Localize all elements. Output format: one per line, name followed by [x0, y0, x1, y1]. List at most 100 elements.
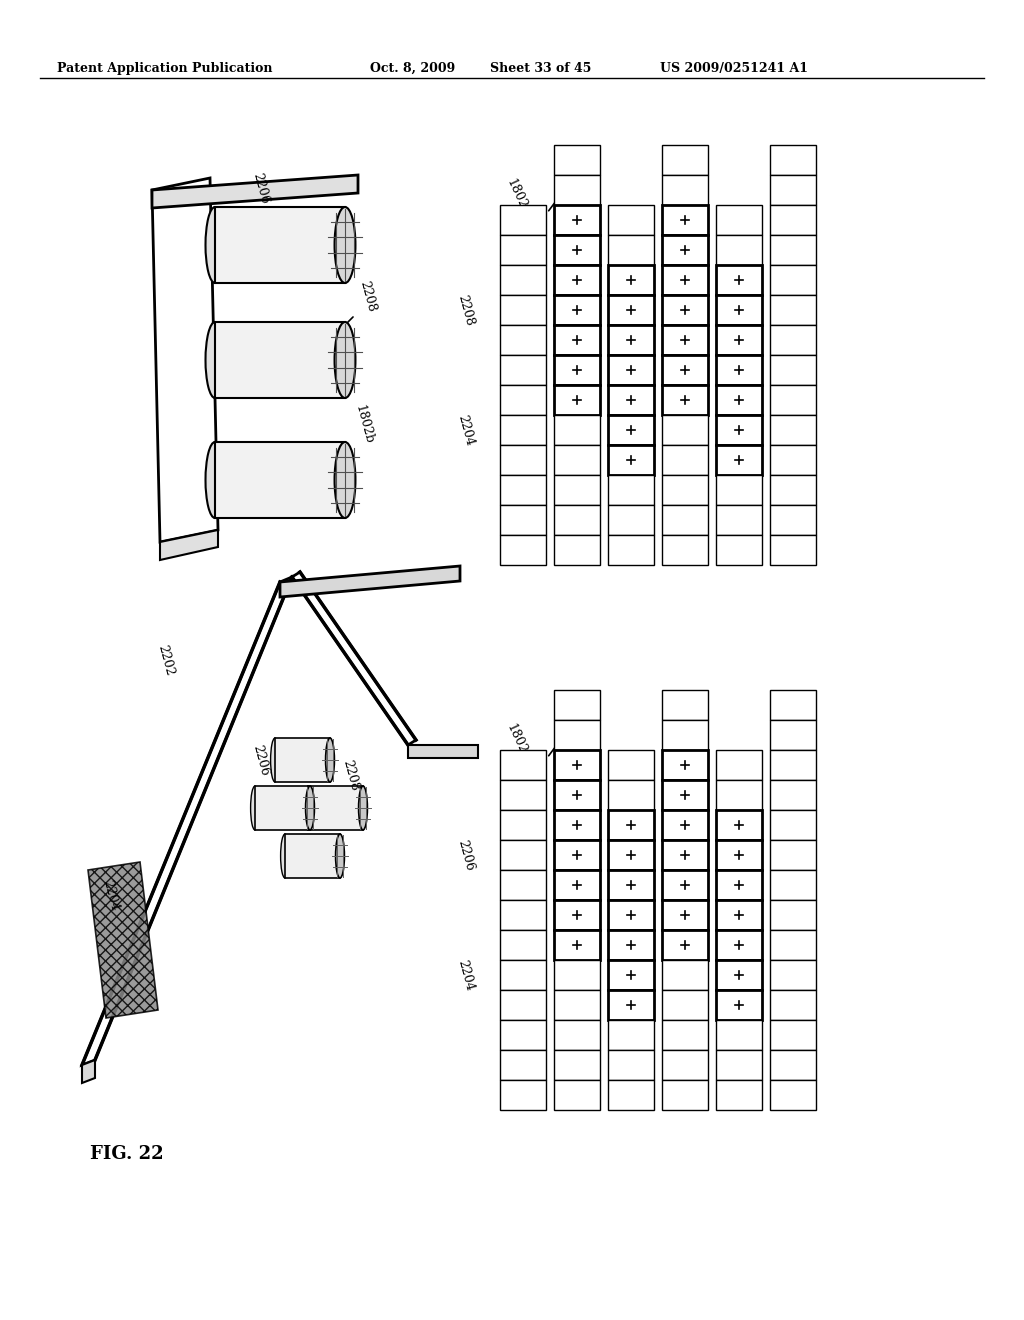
Text: Patent Application Publication: Patent Application Publication: [57, 62, 272, 75]
Bar: [554, 445, 600, 475]
Bar: [716, 750, 762, 780]
Polygon shape: [82, 1060, 95, 1082]
Bar: [554, 750, 600, 780]
Bar: [770, 900, 816, 931]
Bar: [770, 385, 816, 414]
Ellipse shape: [326, 738, 335, 781]
Bar: [770, 145, 816, 176]
Bar: [716, 840, 762, 870]
Bar: [716, 1049, 762, 1080]
Bar: [608, 990, 654, 1020]
Bar: [608, 235, 654, 265]
Text: 1802a: 1802a: [504, 177, 532, 218]
Bar: [770, 690, 816, 719]
Bar: [608, 355, 654, 385]
Ellipse shape: [358, 785, 368, 830]
Bar: [500, 445, 546, 475]
Bar: [716, 265, 762, 294]
Bar: [770, 506, 816, 535]
Bar: [770, 719, 816, 750]
Bar: [662, 931, 708, 960]
Bar: [608, 900, 654, 931]
Bar: [662, 325, 708, 355]
Bar: [500, 840, 546, 870]
Bar: [554, 475, 600, 506]
Polygon shape: [408, 744, 478, 758]
Bar: [770, 176, 816, 205]
Bar: [770, 235, 816, 265]
Bar: [500, 870, 546, 900]
Text: 2204: 2204: [455, 413, 476, 447]
Polygon shape: [292, 572, 416, 744]
Bar: [770, 414, 816, 445]
Bar: [662, 810, 708, 840]
Bar: [716, 205, 762, 235]
Bar: [770, 1080, 816, 1110]
Ellipse shape: [336, 834, 344, 878]
Ellipse shape: [335, 442, 355, 517]
Bar: [608, 506, 654, 535]
Bar: [716, 780, 762, 810]
Bar: [770, 990, 816, 1020]
Bar: [554, 325, 600, 355]
Ellipse shape: [251, 785, 259, 830]
Polygon shape: [88, 862, 158, 1018]
Bar: [554, 690, 600, 719]
Bar: [662, 1049, 708, 1080]
Polygon shape: [82, 577, 292, 1065]
Bar: [608, 1020, 654, 1049]
Bar: [554, 1049, 600, 1080]
Bar: [662, 900, 708, 931]
Bar: [662, 205, 708, 235]
Bar: [500, 990, 546, 1020]
Bar: [500, 414, 546, 445]
Bar: [500, 294, 546, 325]
Text: 2206: 2206: [250, 743, 270, 777]
Bar: [554, 176, 600, 205]
Bar: [608, 265, 654, 294]
Bar: [554, 960, 600, 990]
Bar: [500, 1080, 546, 1110]
Bar: [662, 535, 708, 565]
Bar: [255, 785, 310, 830]
Bar: [716, 294, 762, 325]
Bar: [500, 265, 546, 294]
Bar: [554, 535, 600, 565]
Bar: [716, 1080, 762, 1110]
Bar: [500, 385, 546, 414]
Text: 2208: 2208: [455, 293, 476, 327]
Bar: [716, 325, 762, 355]
Bar: [770, 445, 816, 475]
Bar: [554, 900, 600, 931]
Bar: [608, 1049, 654, 1080]
Bar: [770, 750, 816, 780]
Polygon shape: [280, 566, 460, 597]
Bar: [770, 870, 816, 900]
Bar: [716, 931, 762, 960]
Bar: [770, 1020, 816, 1049]
Bar: [608, 780, 654, 810]
Text: 2204: 2204: [100, 878, 121, 912]
Bar: [608, 1080, 654, 1110]
Bar: [716, 900, 762, 931]
Bar: [608, 840, 654, 870]
Bar: [608, 870, 654, 900]
Bar: [554, 810, 600, 840]
Text: 1802b: 1802b: [353, 403, 376, 445]
Polygon shape: [152, 178, 218, 543]
Ellipse shape: [206, 207, 224, 282]
Bar: [770, 960, 816, 990]
Bar: [662, 719, 708, 750]
Text: 2208: 2208: [357, 279, 378, 313]
Bar: [716, 385, 762, 414]
Bar: [662, 445, 708, 475]
Bar: [608, 445, 654, 475]
Bar: [716, 506, 762, 535]
Bar: [554, 931, 600, 960]
Bar: [608, 414, 654, 445]
Bar: [662, 294, 708, 325]
Bar: [770, 840, 816, 870]
Text: 2208: 2208: [340, 758, 360, 792]
Bar: [500, 235, 546, 265]
Bar: [554, 414, 600, 445]
